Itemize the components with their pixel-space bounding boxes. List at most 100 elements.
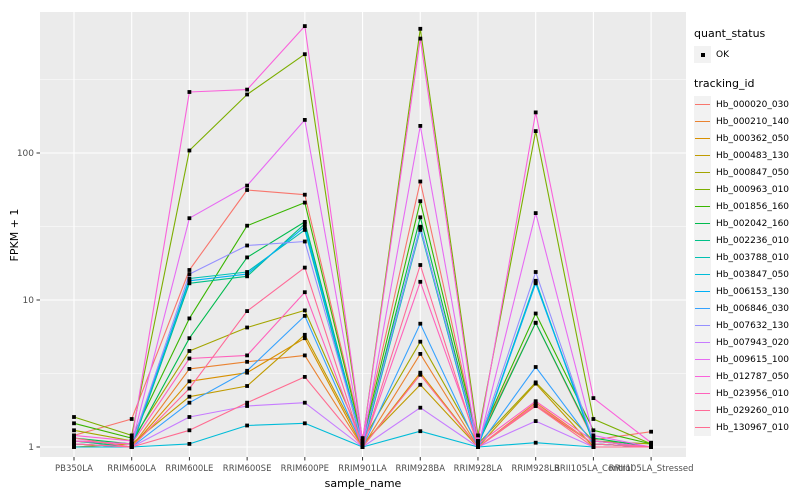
legend-key-line — [694, 232, 711, 249]
data-point — [187, 442, 192, 446]
data-point — [72, 428, 76, 433]
data-point — [187, 216, 192, 221]
data-point — [187, 386, 192, 391]
legend-key-line — [694, 419, 711, 436]
data-point — [302, 375, 307, 379]
data-point — [72, 415, 76, 419]
legend-entry-label: Hb_006846_030 — [716, 303, 790, 314]
data-point — [418, 124, 423, 128]
legend-entry-label: Hb_000210_140 — [716, 116, 790, 127]
line-swatch-icon — [695, 392, 710, 395]
data-point — [245, 274, 249, 279]
data-point — [187, 428, 192, 433]
data-point — [187, 349, 192, 353]
data-point — [533, 365, 538, 369]
data-point — [649, 429, 653, 434]
line-swatch-icon — [695, 171, 710, 174]
data-point — [129, 445, 134, 449]
x-tick-label-RRIM901LA: RRIM901LA — [338, 464, 387, 474]
legend-entry-Hb_006846_030: Hb_006846_030 — [694, 300, 800, 317]
legend-entry-Hb_007632_130: Hb_007632_130 — [694, 317, 800, 334]
x-tick-label-RRIM600SE: RRIM600SE — [223, 464, 272, 474]
legend-tracking-id-title: tracking_id — [694, 77, 755, 90]
data-point — [187, 276, 192, 281]
data-point — [533, 311, 538, 316]
legend-entry-label: Hb_000020_030 — [716, 99, 790, 110]
legend-entry-label: Hb_001856_160 — [716, 201, 790, 212]
data-point — [245, 400, 249, 405]
data-point — [245, 384, 249, 388]
x-axis-title: sample_name — [324, 477, 402, 490]
data-point — [533, 270, 538, 274]
data-point — [360, 439, 365, 443]
data-point — [245, 359, 249, 364]
x-tick-label-RRII105LA_Stressed: RRII105LA_Stressed — [609, 464, 694, 474]
data-point — [245, 423, 249, 428]
legend-entry-Hb_007943_020: Hb_007943_020 — [694, 334, 800, 351]
legend-entry-label: OK — [716, 49, 729, 60]
data-point — [302, 314, 307, 318]
data-point — [187, 316, 192, 321]
y-tick-label: 1 — [28, 443, 34, 453]
legend-entry-Hb_003847_050: Hb_003847_050 — [694, 266, 800, 283]
data-point — [187, 90, 192, 94]
line-swatch-icon — [695, 290, 710, 293]
x-tick-label-RRIM600PE: RRIM600PE — [281, 464, 329, 474]
data-point — [360, 445, 365, 449]
data-point — [302, 52, 307, 57]
legend-key-line — [694, 317, 711, 334]
data-point — [187, 379, 192, 384]
data-point — [533, 110, 538, 115]
legend-key-line — [694, 283, 711, 300]
legend-key-line — [694, 147, 711, 164]
data-point — [187, 148, 192, 153]
legend-key-line — [694, 402, 711, 419]
data-point — [245, 92, 249, 97]
data-point — [476, 433, 480, 438]
data-point — [72, 439, 76, 443]
legend-entry-Hb_000362_050: Hb_000362_050 — [694, 130, 800, 147]
line-swatch-icon — [695, 205, 710, 208]
data-point — [302, 239, 307, 244]
data-point — [187, 278, 192, 283]
line-swatch-icon — [695, 273, 710, 276]
legend-entry-Hb_003788_010: Hb_003788_010 — [694, 249, 800, 266]
legend-entry-Hb_023956_010: Hb_023956_010 — [694, 385, 800, 402]
legend-entry-Hb_000847_050: Hb_000847_050 — [694, 164, 800, 181]
data-point — [245, 255, 249, 260]
line-swatch-icon — [695, 239, 710, 242]
data-point — [245, 368, 249, 373]
data-point — [649, 445, 653, 449]
legend-entry-label: Hb_000847_050 — [716, 167, 790, 178]
data-point — [129, 442, 134, 446]
legend-entry-Hb_029260_010: Hb_029260_010 — [694, 402, 800, 419]
legend-entry-label: Hb_029260_010 — [716, 405, 790, 416]
data-point — [476, 439, 480, 443]
data-point — [476, 445, 480, 449]
legend-key-line — [694, 351, 711, 368]
legend-entry-label: Hb_006153_130 — [716, 286, 790, 297]
legend-key-line — [694, 198, 711, 215]
legend-key-point — [694, 46, 711, 63]
legend-entry-label: Hb_000362_050 — [716, 133, 790, 144]
x-tick-label-RRII105LA_Control: RRII105LA_Control — [554, 464, 633, 474]
data-point — [245, 223, 249, 228]
line-swatch-icon — [695, 409, 710, 412]
data-point — [302, 24, 307, 28]
data-point — [302, 421, 307, 426]
legend-entry-Hb_000963_010: Hb_000963_010 — [694, 181, 800, 198]
legend-entry-label: Hb_002236_010 — [716, 235, 790, 246]
data-point — [418, 382, 423, 387]
line-swatch-icon — [695, 222, 710, 225]
legend: quant_status OK tracking_id Hb_000020_03… — [694, 27, 800, 436]
data-point — [302, 200, 307, 205]
data-point — [129, 433, 134, 438]
line-swatch-icon — [695, 120, 710, 123]
data-point — [533, 419, 538, 423]
data-point — [418, 215, 423, 220]
data-point — [302, 118, 307, 122]
legend-entry-label: Hb_012787_050 — [716, 371, 790, 382]
x-tick-label-RRIM928BA: RRIM928BA — [395, 464, 445, 474]
